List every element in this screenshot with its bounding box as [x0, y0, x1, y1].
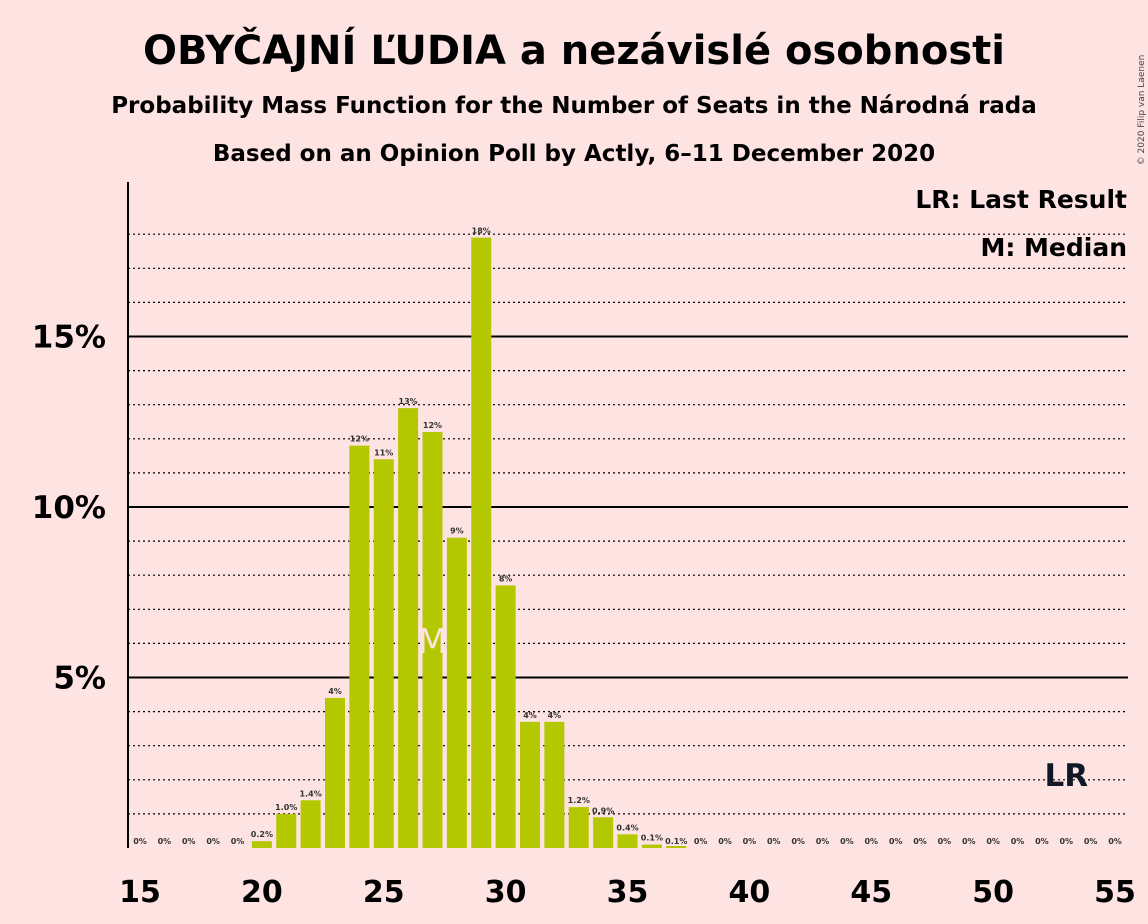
data-label-seat-53: 0% — [1059, 837, 1073, 846]
data-label-seat-52: 0% — [1035, 837, 1049, 846]
data-label-seat-45: 0% — [864, 837, 878, 846]
bar-seat-31 — [520, 721, 540, 848]
data-label-seat-55: 0% — [1108, 837, 1122, 846]
data-label-seat-26: 13% — [399, 397, 418, 406]
data-label-seat-18: 0% — [206, 837, 220, 846]
legend-median: M: Median — [980, 233, 1127, 262]
data-label-seat-48: 0% — [938, 837, 952, 846]
data-label-seat-19: 0% — [231, 837, 245, 846]
data-label-seat-51: 0% — [1011, 837, 1025, 846]
y-tick-labels: 5% 10% 15% — [32, 320, 106, 697]
x-tick-label: 45 — [850, 875, 892, 910]
data-label-seat-41: 0% — [767, 837, 781, 846]
gridlines — [128, 233, 1128, 815]
bar-seat-22 — [300, 800, 321, 848]
data-label-seat-54: 0% — [1084, 837, 1098, 846]
x-tick-label: 55 — [1094, 875, 1136, 910]
bar-seat-26 — [398, 408, 419, 848]
data-label-seat-43: 0% — [816, 837, 830, 846]
bar-seat-36 — [641, 844, 662, 848]
data-label-seat-15: 0% — [133, 837, 147, 846]
bar-seat-24 — [349, 445, 370, 848]
data-label-seat-44: 0% — [840, 837, 854, 846]
chart-subtitle: Probability Mass Function for the Number… — [111, 93, 1037, 119]
data-label-seat-34: 0.9% — [592, 806, 614, 815]
y-tick-label: 15% — [32, 320, 106, 356]
bar-seat-28 — [446, 537, 467, 848]
bar-seat-35 — [617, 834, 638, 848]
bar-seat-25 — [373, 459, 394, 848]
bars-group — [251, 237, 687, 849]
x-tick-label: 35 — [607, 875, 649, 910]
data-label-seat-29: 18% — [472, 227, 491, 236]
data-label-seat-17: 0% — [182, 837, 196, 846]
data-label-seat-35: 0.4% — [616, 823, 638, 832]
data-label-seat-32: 4% — [548, 711, 562, 720]
bar-seat-33 — [568, 807, 589, 848]
data-label-seat-22: 1.4% — [300, 789, 322, 798]
data-label-seat-46: 0% — [889, 837, 903, 846]
data-label-seat-40: 0% — [743, 837, 757, 846]
copyright-text: © 2020 Filip van Laenen — [1137, 55, 1147, 166]
data-label-seat-47: 0% — [913, 837, 927, 846]
x-tick-label: 20 — [241, 875, 283, 910]
bar-seat-20 — [251, 841, 272, 848]
y-tick-label: 5% — [53, 661, 106, 697]
bar-seat-27 — [422, 431, 443, 848]
data-label-seat-16: 0% — [158, 837, 172, 846]
data-label-seat-33: 1.2% — [568, 796, 590, 805]
bar-seat-34 — [593, 817, 614, 848]
data-label-seat-23: 4% — [328, 687, 342, 696]
data-label-seat-31: 4% — [523, 711, 537, 720]
bar-seat-37 — [666, 846, 687, 848]
bar-seat-23 — [325, 697, 345, 848]
markers-group: M LR — [418, 622, 1088, 794]
x-tick-label: 40 — [729, 875, 771, 910]
median-marker: M — [418, 622, 447, 662]
legend-last-result: LR: Last Result — [915, 185, 1127, 214]
bar-seat-29 — [471, 237, 492, 849]
x-tick-label: 15 — [119, 875, 161, 910]
data-label-seat-37: 0.1% — [665, 837, 687, 846]
x-tick-label: 25 — [363, 875, 405, 910]
data-label-seat-42: 0% — [791, 837, 805, 846]
data-label-seat-28: 9% — [450, 527, 464, 536]
chart-title: OBYČAJNÍ ĽUDIA a nezávislé osobnosti — [143, 26, 1005, 74]
x-tick-label: 30 — [485, 875, 527, 910]
last-result-marker: LR — [1044, 758, 1088, 794]
data-label-seat-25: 11% — [374, 448, 393, 457]
data-labels-group: 0% 0% 0% 0% 0% 0.2% 1.0%1.4% 4% 12% 11% 13% 12% 9% 18… — [133, 227, 1122, 846]
bar-seat-32 — [544, 721, 565, 848]
data-label-seat-50: 0% — [986, 837, 1000, 846]
data-label-seat-24: 12% — [350, 435, 369, 444]
data-label-seat-20: 0.2% — [251, 830, 273, 839]
data-label-seat-38: 0% — [694, 837, 708, 846]
data-label-seat-39: 0% — [718, 837, 732, 846]
data-label-seat-27: 12% — [423, 421, 442, 430]
bar-seat-30 — [495, 585, 516, 848]
chart-subtitle-poll: Based on an Opinion Poll by Actly, 6–11 … — [213, 141, 935, 167]
data-label-seat-36: 0.1% — [641, 834, 663, 843]
data-label-seat-21: 1.0% — [275, 803, 297, 812]
data-label-seat-49: 0% — [962, 837, 976, 846]
bar-seat-21 — [276, 813, 297, 848]
y-tick-label: 10% — [32, 490, 106, 526]
data-label-seat-30: 8% — [499, 574, 513, 583]
x-tick-label: 50 — [972, 875, 1014, 910]
x-tick-labels: 15 20 25 30 35 40 45 50 55 — [119, 875, 1136, 910]
